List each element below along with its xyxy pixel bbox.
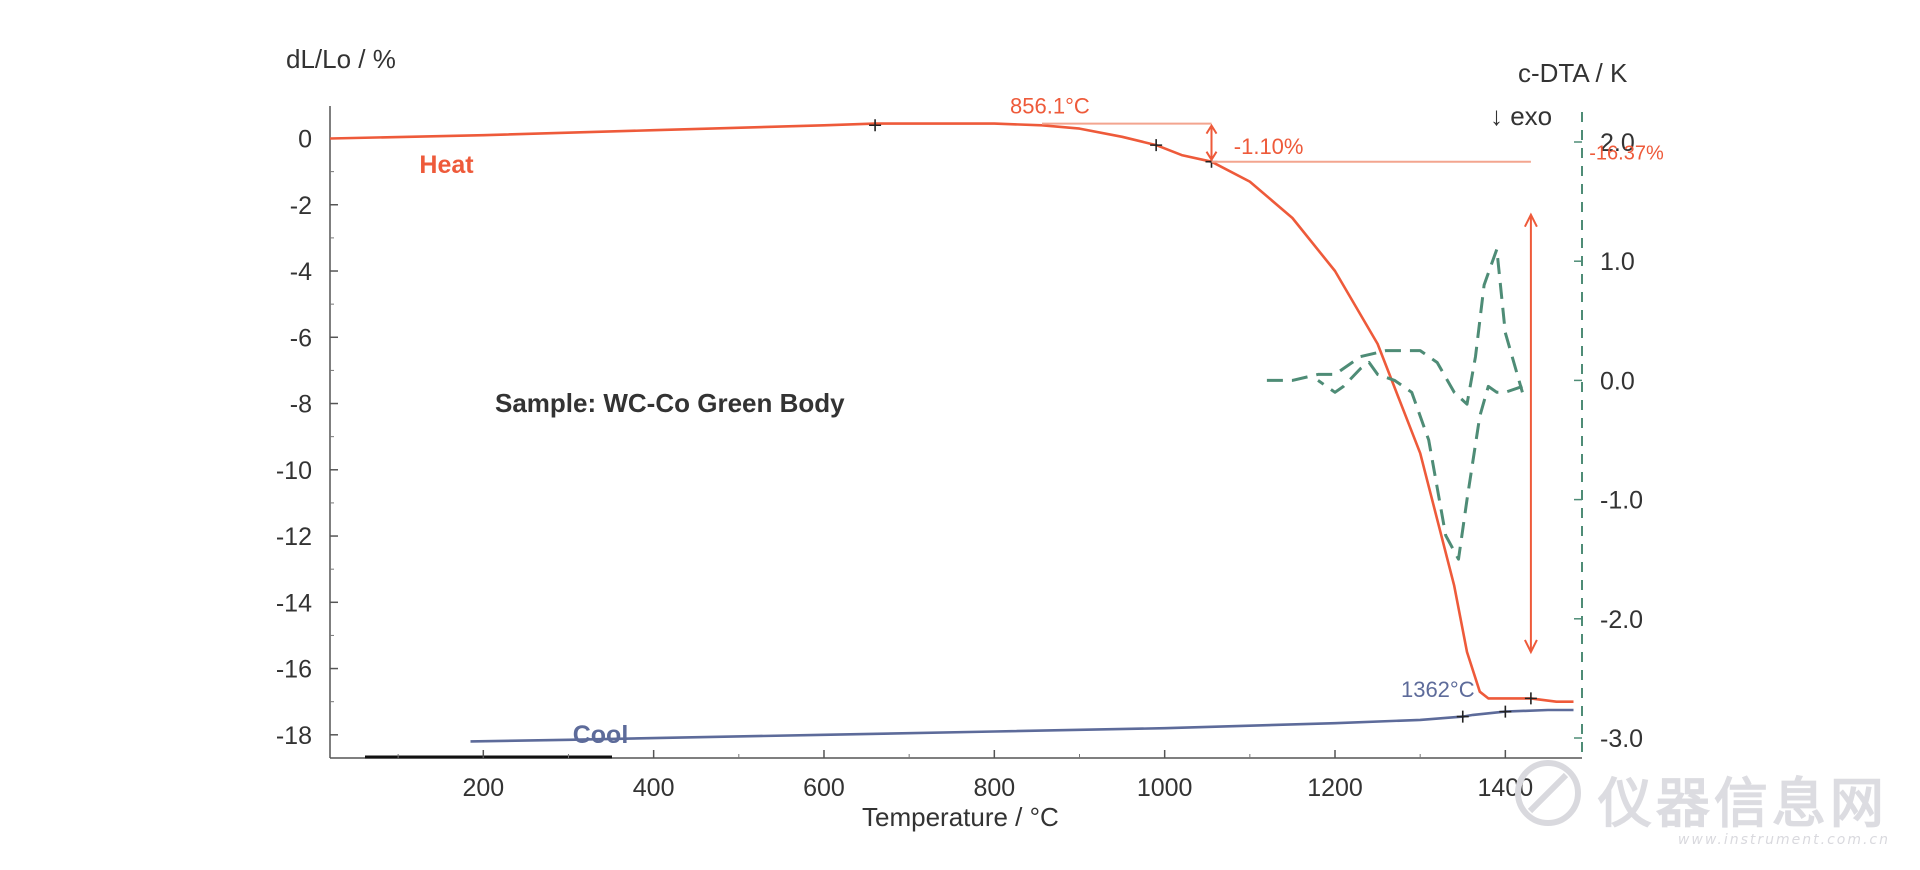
y-left-tick-label: 0 (298, 126, 312, 154)
x-tick-label: 600 (803, 774, 845, 802)
series-line (1317, 361, 1523, 561)
axes: 200 400 600 800 1000 1200 14000-2-4-6-8-10-12-… (276, 106, 1643, 802)
annotation-label: Cool (573, 721, 629, 749)
annotation-layer: 856.1°C -1.10% -16.37% 1362°C Heat Cool (419, 94, 1664, 749)
data-marker-cross (1524, 692, 1537, 705)
y-left-tick-label: -12 (276, 523, 312, 551)
watermark: 仪器信息网 www.instrument.com.cn (1514, 759, 1890, 848)
total-arrow-head (1524, 639, 1538, 655)
annotation-label: -16.37% (1589, 143, 1664, 165)
y-left-tick-label: -2 (290, 192, 312, 220)
y-right-tick-label: 2.0 (1600, 129, 1635, 157)
y-axis-right-label: c-DTA / K (1518, 58, 1628, 88)
chart-title: Sample: WC-Co Green Body (495, 388, 845, 418)
y-right-tick-label: -1.0 (1600, 487, 1643, 515)
data-marker-cross (869, 119, 882, 132)
annotation-label: Heat (419, 151, 474, 179)
watermark-text: 仪器信息网 (1597, 772, 1888, 835)
series-layer (329, 119, 1574, 743)
total-arrow-head (1524, 212, 1538, 228)
annotation-label: 856.1°C (1010, 94, 1090, 119)
y-left-tick-label: -14 (276, 589, 312, 617)
x-axis-label: Temperature / °C (862, 802, 1059, 832)
y-left-tick-label: -8 (290, 391, 312, 419)
y-right-tick-label: -2.0 (1600, 606, 1643, 634)
y-left-tick-label: -16 (276, 656, 312, 684)
x-tick-label: 800 (973, 774, 1015, 802)
x-tick-label: 200 (462, 774, 504, 802)
y-left-tick-label: -4 (290, 258, 312, 286)
x-tick-label: 400 (633, 774, 675, 802)
y-left-tick-label: -10 (276, 457, 312, 485)
x-tick-label: 1200 (1307, 774, 1363, 802)
right-axis-exo-note: ↓ exo (1490, 101, 1552, 131)
data-marker-cross (1150, 139, 1163, 152)
data-marker-cross (1499, 705, 1512, 718)
watermark-url: www.instrument.com.cn (1677, 832, 1890, 848)
y-right-tick-label: 1.0 (1600, 248, 1635, 276)
y-left-tick-label: -18 (276, 722, 312, 750)
annotation-label: -1.10% (1234, 134, 1304, 159)
series-line (1266, 247, 1524, 406)
y-right-tick-label: -3.0 (1600, 725, 1643, 753)
step-arrow-head (1205, 123, 1218, 135)
annotation-label: 1362°C (1401, 677, 1475, 702)
y-axis-left-label: dL/Lo / % (286, 44, 396, 74)
watermark-logo-icon (1514, 760, 1581, 826)
y-right-tick-label: 0.0 (1600, 367, 1635, 395)
series-line (470, 708, 1574, 743)
x-tick-label: 1000 (1137, 774, 1193, 802)
data-marker-cross (1456, 710, 1469, 723)
y-left-tick-label: -6 (290, 324, 312, 352)
step-arrow-head (1205, 151, 1218, 162)
